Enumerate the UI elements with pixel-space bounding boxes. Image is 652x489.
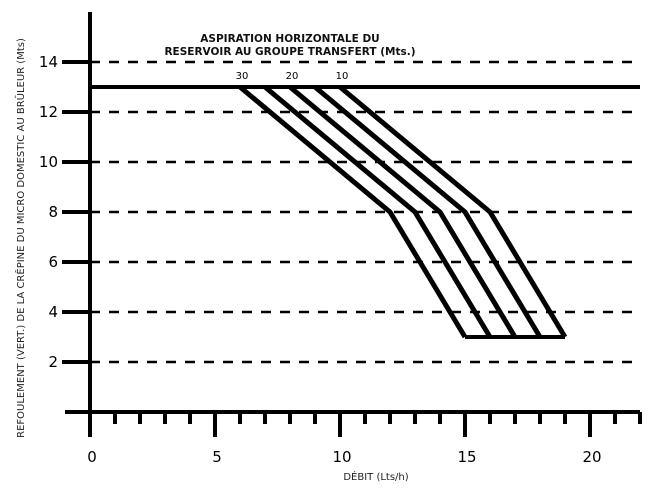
y-tick-label-10: 10 (39, 153, 58, 171)
x-tick-label-5: 5 (212, 448, 222, 466)
y-tick-label-4: 4 (48, 303, 58, 321)
series-label-20: 20 (286, 71, 299, 82)
series-line-2 (263, 85, 493, 339)
x-axis-label: DÉBIT (Lts/h) (343, 470, 408, 483)
series-line-4 (313, 85, 543, 339)
y-tick-label-6: 6 (48, 253, 58, 271)
x-tick-label-15: 15 (457, 448, 476, 466)
x-tick-label-10: 10 (332, 448, 351, 466)
series-line-1 (238, 85, 468, 339)
y-axis-label: REFOULEMENT (VERT.) DE LA CRÊPINE DU MIC… (14, 38, 27, 438)
y-tick-label-12: 12 (39, 103, 58, 121)
labels-group: ASPIRATION HORIZONTALE DU RESERVOIR AU G… (14, 33, 602, 483)
axes (62, 12, 642, 437)
x-tick-label-20: 20 (582, 448, 601, 466)
y-tick-label-14: 14 (39, 53, 58, 71)
x-tick-label-0: 0 (87, 448, 97, 466)
series-label-10: 10 (336, 71, 349, 82)
chart-title-line2: RESERVOIR AU GROUPE TRANSFERT (Mts.) (164, 46, 415, 58)
series-group (238, 85, 568, 339)
chart-title-line1: ASPIRATION HORIZONTALE DU (200, 33, 379, 45)
series-label-30: 30 (236, 71, 249, 82)
y-tick-label-2: 2 (48, 353, 58, 371)
y-tick-label-8: 8 (48, 203, 58, 221)
series-line-5 (338, 85, 568, 339)
series-line-3 (288, 85, 518, 339)
